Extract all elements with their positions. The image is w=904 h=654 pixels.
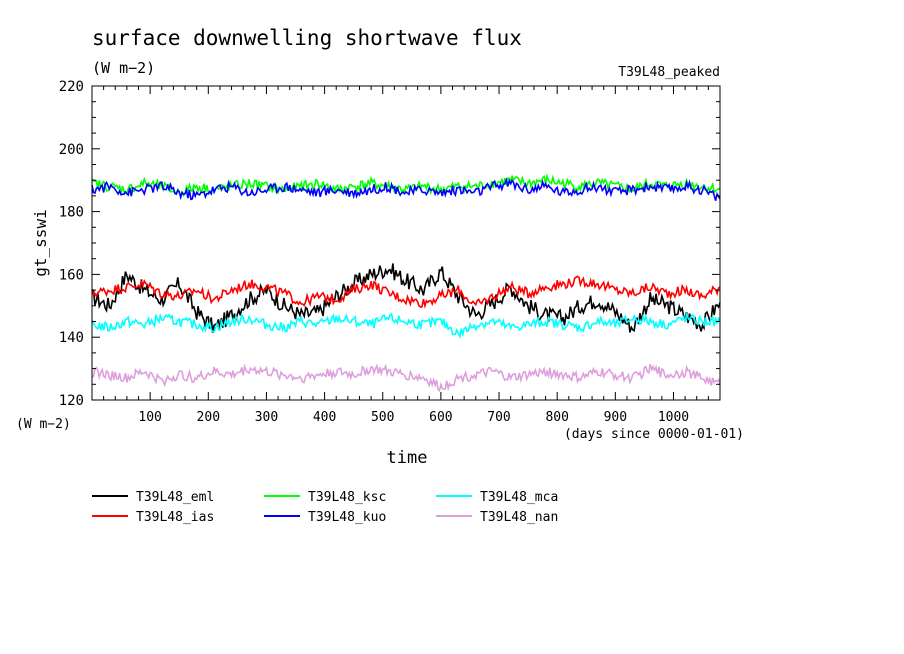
x-tick-label: 700 — [487, 410, 510, 425]
x-tick-label: 600 — [429, 410, 452, 425]
series-line-t39l48-kuo — [91, 177, 721, 201]
legend-label: T39L48_eml — [136, 490, 214, 505]
x-axis-label: time — [387, 448, 428, 468]
x-tick-label: 100 — [138, 410, 161, 425]
series-line-t39l48-eml — [91, 263, 721, 334]
y-tick-label: 120 — [59, 393, 84, 409]
x-tick-label: 900 — [604, 410, 627, 425]
chart-subtitle: (W m−2) — [92, 59, 155, 77]
x-tick-label: 200 — [197, 410, 220, 425]
series-line-t39l48-nan — [92, 363, 721, 393]
legend-label: T39L48_ksc — [308, 490, 386, 505]
y-tick-label: 160 — [59, 267, 84, 283]
x-tick-label: 500 — [371, 410, 394, 425]
x-tick-label: 1000 — [658, 410, 689, 425]
series-line-t39l48-mca — [91, 311, 721, 340]
series-line-t39l48-ias — [91, 275, 721, 309]
y-tick-label: 200 — [59, 142, 84, 158]
y-axis-unit: (W m−2) — [16, 417, 71, 432]
run-tag: T39L48_peaked — [618, 65, 720, 80]
legend: T39L48_eml T39L48_ias T39L48_ksc T39L48_kuo… — [92, 490, 558, 525]
x-tick-label: 400 — [313, 410, 336, 425]
y-tick-label: 140 — [59, 330, 84, 346]
series-line-t39l48-ksc — [91, 173, 721, 198]
y-tick-label: 220 — [59, 79, 84, 95]
plot-frame — [91, 85, 721, 401]
y-axis-label: gt_sswi — [31, 209, 50, 276]
chart-title: surface downwelling shortwave flux — [92, 26, 522, 50]
axes-layer: 100 200 300 400 500 600 700 800 900 1000 120 140 160… — [59, 79, 721, 425]
legend-label: T39L48_kuo — [308, 510, 386, 525]
legend-label: T39L48_nan — [480, 510, 558, 525]
y-tick-label: 180 — [59, 205, 84, 221]
legend-label: T39L48_mca — [480, 490, 558, 505]
legend-label: T39L48_ias — [136, 510, 214, 525]
x-tick-label: 800 — [545, 410, 568, 425]
x-axis-unit: (days since 0000-01-01) — [564, 427, 744, 442]
series-layer — [91, 173, 721, 393]
x-tick-label: 300 — [255, 410, 278, 425]
